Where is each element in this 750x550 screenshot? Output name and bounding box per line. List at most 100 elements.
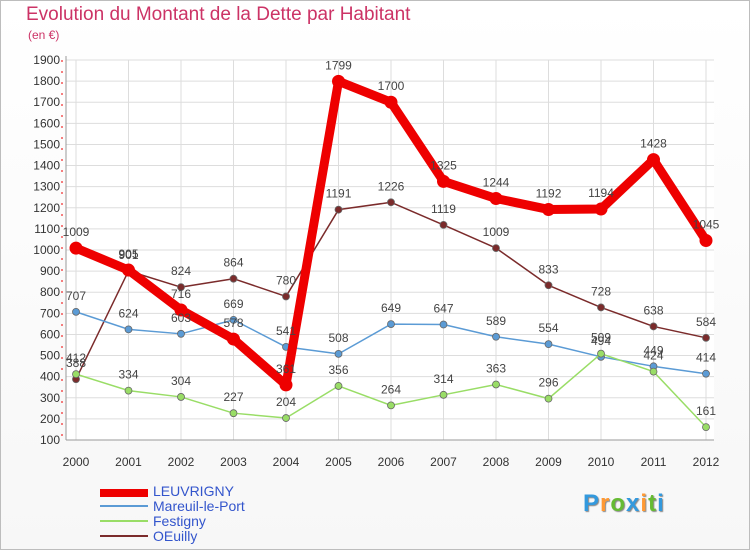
series-festigny-data-label: 363	[486, 361, 506, 375]
series-leuvrigny-point	[437, 174, 450, 188]
y-tick-label: 1200	[33, 201, 60, 215]
x-tick-label: 2005	[325, 455, 352, 469]
series-oeuilly-point	[649, 322, 658, 331]
series-festigny-point	[229, 409, 238, 418]
series-festigny-point	[72, 370, 80, 379]
logo-letter: i	[657, 490, 665, 517]
series-oeuilly-data-label: 1009	[483, 225, 510, 239]
series-festigny-data-label: 334	[118, 368, 138, 382]
series-oeuilly-data-label: 864	[223, 256, 243, 270]
series-festigny-data-label: 296	[538, 376, 558, 390]
logo-letter: x	[626, 490, 641, 517]
series-leuvrigny-point	[384, 95, 398, 109]
x-tick-label: 2000	[63, 455, 90, 469]
series-mareuil-le-port-point	[702, 369, 710, 378]
series-leuvrigny-data-label: 1799	[325, 58, 352, 72]
series-oeuilly-data-label: 780	[276, 273, 296, 287]
series-festigny-data-label: 356	[328, 363, 348, 377]
series-mareuil-le-port-point	[544, 340, 553, 349]
series-oeuilly-point	[387, 198, 395, 207]
series-leuvrigny-data-label: 1009	[63, 225, 90, 239]
series-festigny-data-label: 314	[433, 372, 453, 386]
series-leuvrigny-data-label: 1194	[588, 186, 614, 200]
series-leuvrigny-data-label: 578	[223, 316, 243, 330]
series-mareuil-le-port-data-label: 603	[171, 311, 191, 325]
series-leuvrigny-point	[332, 74, 345, 88]
legend-swatch	[100, 505, 148, 507]
y-tick-label: 1700	[33, 95, 60, 109]
series-festigny-point	[387, 401, 395, 410]
series-festigny-point	[702, 423, 710, 432]
legend-swatch	[100, 535, 148, 537]
logo-letter: r	[600, 490, 611, 517]
series-leuvrigny-point	[647, 153, 660, 167]
logo-letter: t	[648, 490, 658, 517]
series-festigny-point	[439, 390, 448, 399]
legend-label: Mareuil-le-Port	[153, 498, 245, 514]
series-leuvrigny-point	[542, 202, 555, 216]
series-oeuilly-data-label: 1226	[378, 179, 405, 193]
series-mareuil-le-port-data-label: 494	[591, 334, 611, 348]
series-festigny-data-label: 424	[643, 349, 663, 363]
y-tick-label: 200	[40, 412, 60, 426]
chart-unit: (en €)	[28, 28, 60, 42]
series-festigny-data-label: 412	[66, 351, 86, 365]
x-tick-label: 2009	[535, 455, 562, 469]
series-leuvrigny-point	[227, 332, 240, 346]
y-tick-label: 1600	[33, 116, 60, 130]
series-leuvrigny-point	[699, 234, 713, 247]
y-tick-label: 1500	[33, 137, 60, 151]
series-oeuilly-point	[492, 244, 500, 253]
legend-swatch	[100, 520, 148, 522]
series-oeuilly-data-label: 901	[118, 248, 138, 262]
y-tick-label: 800	[40, 285, 60, 299]
series-oeuilly-point	[177, 283, 185, 292]
x-tick-label: 2010	[588, 455, 615, 469]
legend-label: LEUVRIGNY	[153, 483, 234, 499]
series-mareuil-le-port-data-label: 624	[118, 306, 138, 320]
y-tick-label: 1900	[33, 53, 60, 67]
logo-letter: o	[610, 490, 627, 517]
legend-label: Festigny	[153, 513, 206, 529]
series-mareuil-le-port-point	[387, 320, 395, 329]
series-leuvrigny-point	[594, 202, 608, 216]
series-oeuilly-data-label: 833	[538, 262, 558, 276]
series-festigny-data-label: 204	[276, 395, 296, 409]
y-tick-label: 900	[40, 264, 60, 278]
y-tick-label: 1800	[33, 74, 60, 88]
series-leuvrigny-data-label: 716	[171, 287, 191, 301]
series-mareuil-le-port-data-label: 707	[66, 289, 86, 303]
series-mareuil-le-port-data-label: 449	[643, 343, 663, 357]
proxiti-logo: Proxiti	[583, 490, 665, 518]
series-oeuilly-data-label: 824	[171, 264, 191, 278]
series-festigny-point	[597, 349, 605, 358]
series-festigny-point	[649, 367, 658, 376]
series-festigny-point	[124, 386, 133, 395]
series-leuvrigny-point	[174, 303, 188, 317]
logo-letter: P	[583, 490, 601, 517]
series-leuvrigny-data-label: 905	[118, 247, 138, 261]
series-oeuilly-data-label: 584	[696, 315, 716, 329]
series-oeuilly-point	[439, 220, 448, 229]
series-festigny-point	[282, 414, 290, 422]
series-festigny-point	[492, 380, 500, 389]
series-leuvrigny-data-label: 1244	[483, 175, 510, 189]
series-leuvrigny-data-label: 1428	[640, 137, 667, 151]
series-mareuil-le-port-data-label: 414	[696, 351, 716, 365]
series-mareuil-le-port-point	[124, 325, 133, 334]
logo-letter: i	[640, 490, 649, 517]
series-leuvrigny-data-label: 361	[276, 362, 296, 376]
series-leuvrigny-data-label: 1045	[693, 218, 720, 232]
series-oeuilly-point	[544, 281, 553, 290]
series-festigny-data-label: 264	[381, 382, 401, 396]
y-tick-label: 1100	[34, 222, 60, 236]
series-oeuilly-point	[282, 292, 290, 301]
series-oeuilly-data-label: 728	[591, 284, 611, 298]
series-mareuil-le-port-point	[492, 332, 500, 341]
y-tick-label: 1300	[33, 180, 60, 194]
legend-swatch	[100, 489, 148, 497]
series-festigny-data-label: 161	[696, 404, 716, 418]
y-tick-label: 1000	[33, 243, 60, 257]
x-tick-label: 2011	[641, 455, 667, 469]
